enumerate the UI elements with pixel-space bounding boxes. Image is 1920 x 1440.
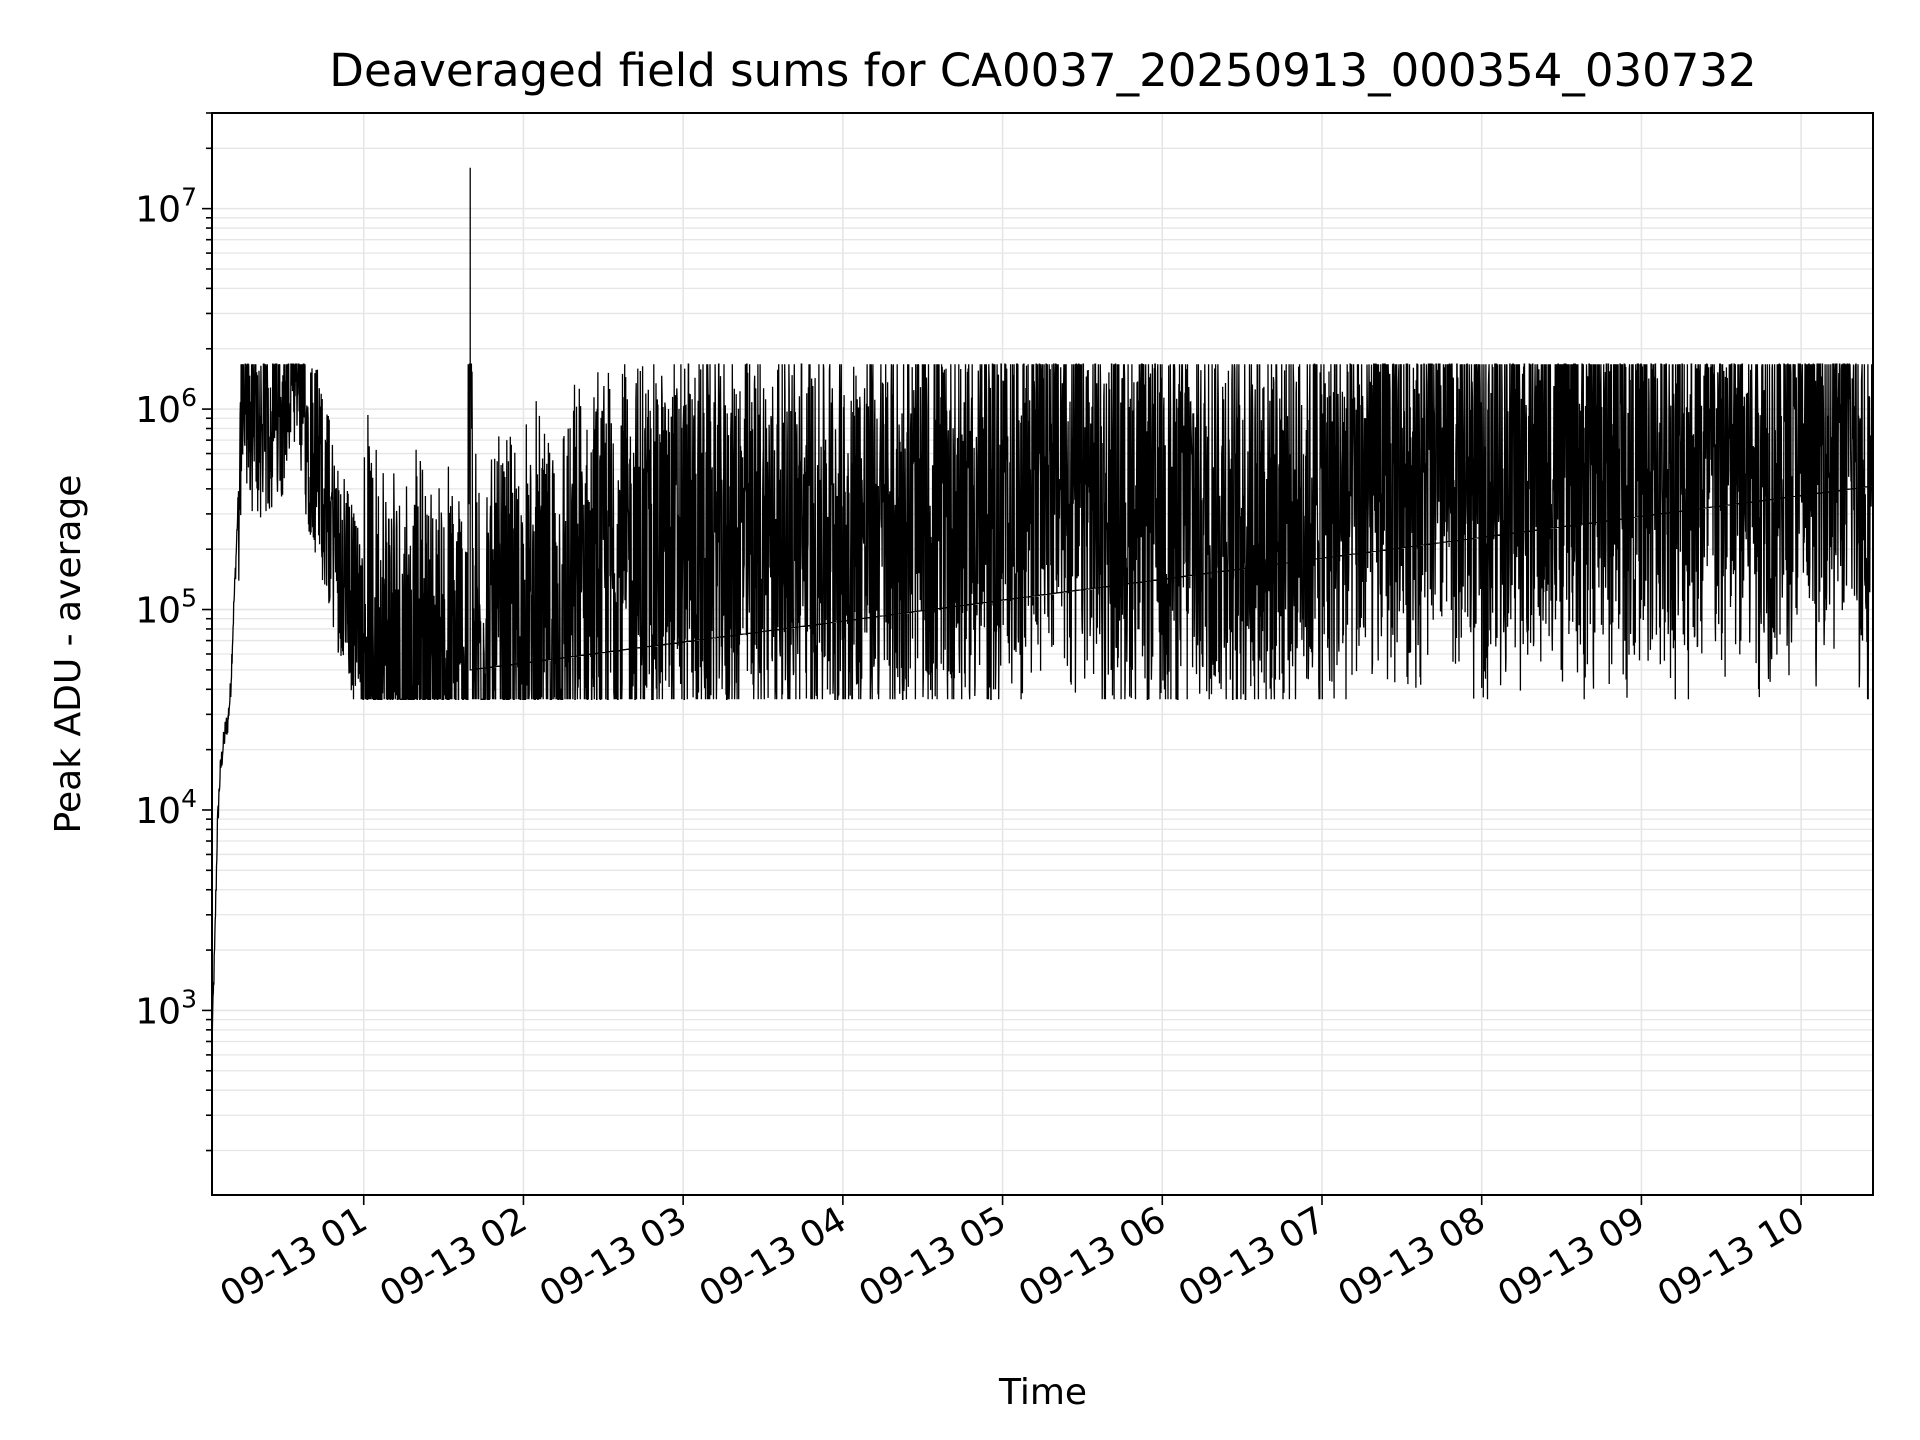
y-tick-label: 105 xyxy=(135,584,197,632)
x-tick-label: 09-13 05 xyxy=(852,1199,1013,1315)
y-axis-label: Peak ADU - average xyxy=(48,475,89,834)
y-tick-label: 103 xyxy=(135,984,197,1032)
series xyxy=(211,167,1874,1038)
x-tick-label: 09-13 10 xyxy=(1651,1199,1812,1315)
x-axis-label: Time xyxy=(998,1372,1087,1413)
y-tick-label: 104 xyxy=(135,784,197,832)
x-tick-label: 09-13 04 xyxy=(693,1199,854,1315)
x-tick-label: 09-13 01 xyxy=(214,1199,375,1315)
x-tick-label: 09-13 07 xyxy=(1172,1199,1333,1315)
y-tick-label: 107 xyxy=(135,183,197,231)
x-tick-label: 09-13 06 xyxy=(1012,1199,1173,1315)
x-tick-label: 09-13 08 xyxy=(1332,1199,1493,1315)
series-line xyxy=(211,167,1874,1038)
chart-title: Deaveraged field sums for CA0037_2025091… xyxy=(329,44,1756,97)
x-tick-label: 09-13 03 xyxy=(533,1199,694,1315)
x-tick-label: 09-13 09 xyxy=(1491,1199,1652,1315)
y-tick-label: 106 xyxy=(135,383,197,431)
x-tick-label: 09-13 02 xyxy=(373,1199,534,1315)
